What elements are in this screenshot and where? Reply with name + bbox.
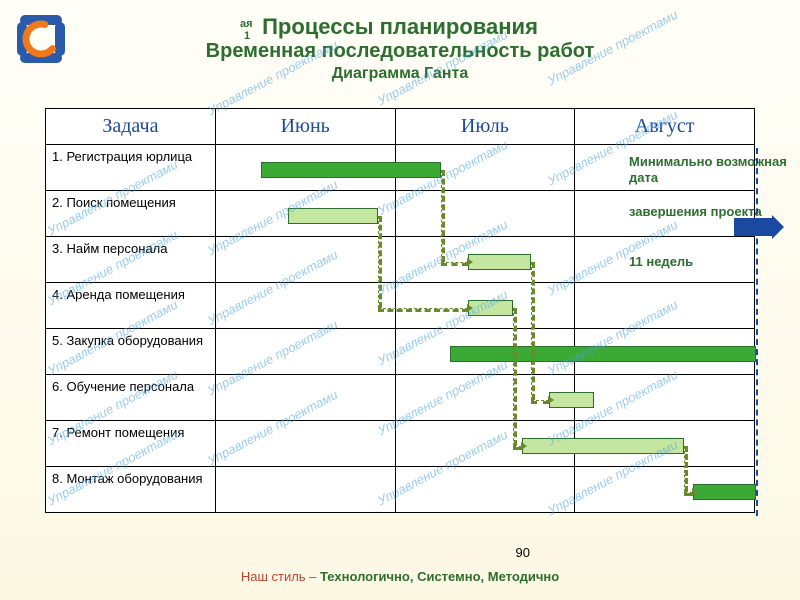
task-label: 2. Поиск помещения — [46, 191, 216, 237]
col-task: Задача — [46, 109, 216, 145]
task-label: 8. Монтаж оборудования — [46, 467, 216, 513]
gantt-chart: Задача Июнь Июль Август 1. Регистрация ю… — [45, 108, 755, 513]
task-label: 4. Аренда помещения — [46, 283, 216, 329]
mark-b: 1 — [244, 30, 250, 42]
logo — [14, 12, 68, 66]
milestone-line — [756, 148, 758, 516]
col-month-2: Август — [575, 109, 755, 145]
title-block: Процессы планирования Временная последов… — [0, 0, 800, 83]
col-month-0: Июнь — [215, 109, 395, 145]
footer-rest: Технологично, Системно, Методично — [320, 569, 559, 584]
page-number: 90 — [516, 545, 530, 560]
mark-a: ая — [240, 18, 253, 30]
footer: Наш стиль – Технологично, Системно, Мето… — [0, 569, 800, 584]
title-main: Процессы планирования — [0, 14, 800, 40]
footer-lead: Наш стиль – — [241, 569, 320, 584]
title-chart: Диаграмма Ганта — [0, 65, 800, 83]
task-label: 7. Ремонт помещения — [46, 421, 216, 467]
task-label: 5. Закупка оборудования — [46, 329, 216, 375]
title-sub: Временная последовательность работ — [0, 40, 800, 63]
task-label: 3. Найм персонала — [46, 237, 216, 283]
task-label: 6. Обучение персонала — [46, 375, 216, 421]
header-row: Задача Июнь Июль Август — [46, 109, 755, 145]
gantt-table: Задача Июнь Июль Август 1. Регистрация ю… — [45, 108, 755, 513]
task-label: 1. Регистрация юрлица — [46, 145, 216, 191]
col-month-1: Июль — [395, 109, 575, 145]
